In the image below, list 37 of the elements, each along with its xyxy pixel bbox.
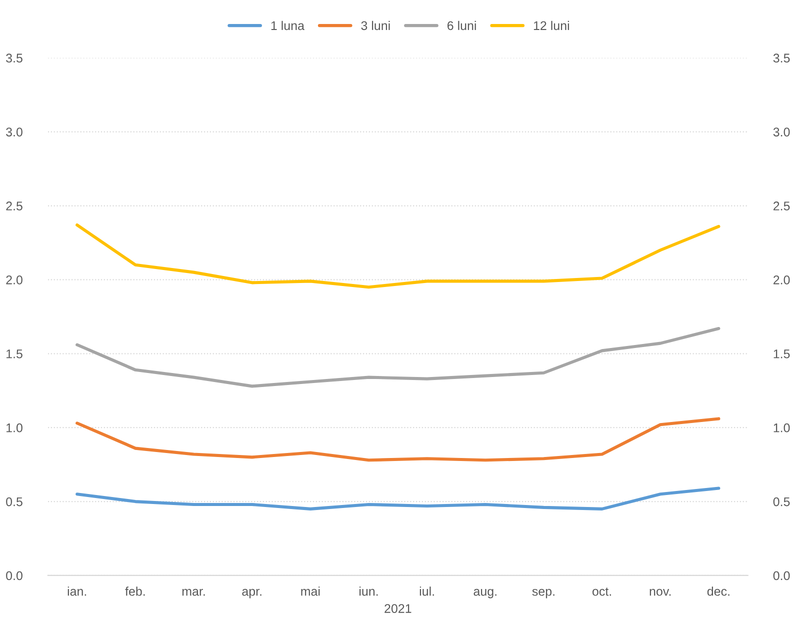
y2-tick-label: 1.0: [774, 423, 790, 432]
line-series: [76, 326, 720, 388]
y2-tick-label: 1.5: [774, 350, 790, 358]
y-tick-label: 2.5: [6, 202, 22, 210]
x-tick-label: iul.: [420, 586, 434, 596]
y-tick-label: 3.0: [6, 128, 22, 136]
legend-label: 1 luna: [271, 20, 304, 30]
x-tick-label: iun.: [360, 586, 378, 596]
y2-tick-label: 3.5: [773, 54, 790, 63]
y-tick-label: 2.0: [6, 276, 22, 284]
x-tick-label: mar.: [182, 588, 205, 596]
y2-tick-label: 2.5: [773, 202, 790, 210]
x-tick-label: ian.: [68, 586, 86, 596]
line-series: [76, 486, 720, 510]
legend-label: 6 luni: [447, 20, 476, 30]
x-tick-label: dec.: [707, 586, 730, 596]
x-tick-label: mai: [301, 586, 320, 596]
y-tick-label: 1.0: [6, 423, 22, 432]
y-tick-label: 0.5: [6, 497, 22, 506]
y2-tick-label: 0.5: [773, 497, 790, 506]
y-tick-label: 1.5: [6, 350, 22, 358]
line-series: [76, 417, 720, 462]
x-tick-label: aug.: [474, 588, 496, 598]
y2-tick-label: 0.0: [773, 571, 790, 580]
legend-label: 3 luni: [361, 20, 390, 30]
x-axis-title: 2021: [384, 604, 412, 613]
y2-tick-label: 2.0: [773, 276, 790, 284]
x-tick-label: sep.: [532, 588, 554, 598]
x-tick-label: oct.: [592, 588, 611, 596]
x-tick-label: feb.: [125, 586, 145, 596]
x-tick-label: nov.: [650, 588, 671, 596]
line-series: [76, 223, 720, 289]
y-tick-label: 3.5: [6, 54, 22, 63]
legend-label: 12 luni: [534, 20, 569, 30]
x-tick-label: apr.: [242, 588, 262, 598]
y-tick-label: 0.0: [6, 571, 22, 580]
y2-tick-label: 3.0: [773, 128, 790, 136]
